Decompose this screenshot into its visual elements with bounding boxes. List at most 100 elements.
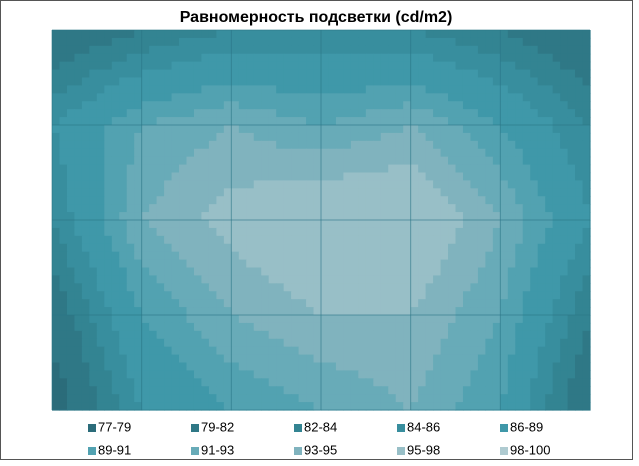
contour-cell	[291, 402, 300, 411]
contour-cell	[410, 299, 419, 308]
contour-cell	[373, 220, 382, 229]
contour-cell	[231, 212, 240, 221]
contour-cell	[186, 378, 195, 387]
contour-cell	[522, 148, 531, 158]
contour-cell	[52, 378, 61, 387]
contour-cell	[395, 53, 404, 63]
contour-cell	[208, 307, 217, 316]
contour-cell	[74, 101, 83, 110]
contour-cell	[492, 61, 501, 71]
contour-cell	[470, 196, 479, 205]
contour-cell	[522, 402, 531, 411]
contour-cell	[395, 85, 404, 94]
contour-cell	[455, 30, 464, 39]
contour-cell	[448, 322, 457, 332]
contour-cell	[89, 362, 98, 372]
contour-cell	[365, 362, 374, 372]
contour-cell	[373, 156, 382, 166]
contour-cell	[373, 212, 382, 221]
contour-cell	[462, 220, 472, 229]
contour-cell	[433, 212, 442, 221]
contour-cell	[507, 283, 516, 292]
contour-cell	[418, 354, 427, 364]
contour-cell	[462, 338, 472, 348]
contour-cell	[425, 125, 434, 134]
contour-cell	[343, 220, 352, 229]
contour-cell	[507, 109, 516, 118]
contour-cell	[522, 291, 531, 300]
contour-cell	[66, 101, 76, 110]
contour-cell	[96, 243, 105, 253]
contour-cell	[141, 53, 150, 63]
contour-cell	[343, 53, 352, 63]
contour-cell	[350, 93, 359, 102]
contour-cell	[119, 394, 128, 403]
contour-cell	[164, 93, 173, 102]
contour-cell	[156, 93, 165, 102]
contour-cell	[59, 322, 68, 332]
contour-cell	[126, 299, 135, 308]
contour-cell	[373, 77, 382, 87]
contour-cell	[403, 204, 412, 213]
contour-cell	[231, 291, 240, 300]
contour-cell	[149, 370, 158, 379]
contour-cell	[507, 93, 516, 102]
contour-cell	[223, 315, 232, 324]
contour-cell	[477, 251, 486, 261]
contour-cell	[141, 93, 150, 102]
contour-cell	[149, 235, 158, 245]
contour-cell	[470, 370, 479, 379]
contour-cell	[425, 251, 434, 261]
contour-cell	[537, 330, 546, 340]
contour-cell	[246, 386, 255, 395]
contour-cell	[403, 140, 412, 150]
contour-cell	[134, 30, 143, 39]
contour-cell	[141, 330, 150, 340]
contour-cell	[582, 402, 591, 411]
contour-cell	[283, 188, 292, 197]
contour-cell	[492, 69, 501, 79]
contour-cell	[470, 164, 479, 174]
contour-cell	[485, 243, 494, 253]
contour-cell	[522, 330, 531, 340]
contour-cell	[328, 45, 337, 55]
contour-cell	[485, 37, 494, 47]
contour-cell	[238, 132, 247, 142]
contour-cell	[231, 362, 240, 372]
contour-cell	[575, 204, 584, 213]
contour-cell	[328, 235, 337, 245]
contour-cell	[492, 386, 501, 395]
contour-cell	[477, 322, 486, 332]
contour-cell	[425, 394, 434, 403]
contour-cell	[193, 77, 203, 87]
contour-cell	[89, 101, 98, 110]
contour-cell	[283, 315, 292, 324]
contour-cell	[119, 148, 128, 158]
contour-cell	[343, 299, 352, 308]
contour-cell	[81, 267, 90, 277]
contour-cell	[343, 259, 352, 269]
contour-cell	[134, 125, 143, 134]
contour-cell	[141, 227, 150, 237]
contour-cell	[186, 370, 195, 379]
contour-cell	[380, 235, 389, 245]
contour-cell	[477, 394, 486, 403]
contour-cell	[223, 125, 232, 134]
contour-cell	[216, 322, 225, 332]
contour-cell	[455, 394, 464, 403]
contour-cell	[306, 30, 315, 39]
contour-cell	[179, 354, 188, 364]
contour-cell	[298, 227, 307, 237]
contour-cell	[59, 156, 68, 166]
contour-cell	[313, 156, 322, 166]
contour-cell	[418, 180, 427, 189]
contour-cell	[171, 53, 180, 63]
contour-cell	[485, 330, 494, 340]
contour-cell	[507, 69, 516, 79]
contour-cell	[433, 362, 442, 372]
contour-cell	[350, 354, 359, 364]
contour-cell	[575, 220, 584, 229]
contour-cell	[186, 291, 195, 300]
contour-cell	[246, 346, 255, 356]
contour-cell	[223, 132, 232, 142]
